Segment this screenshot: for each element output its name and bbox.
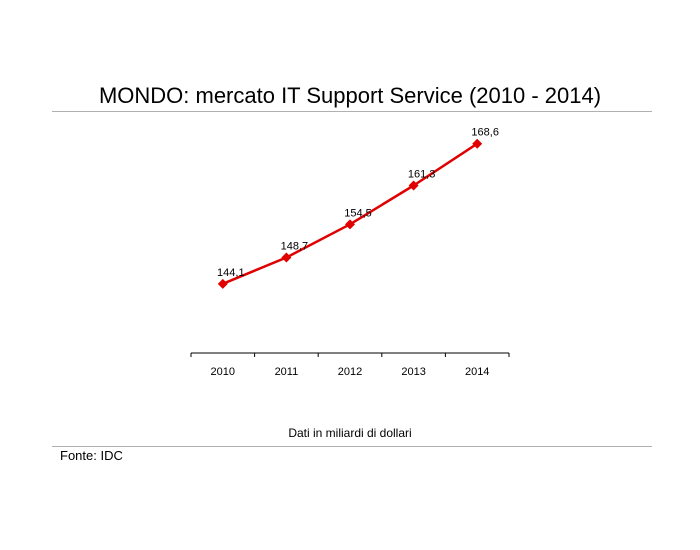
data-label-2014: 168,6 — [471, 127, 499, 139]
data-point-2012 — [345, 219, 355, 230]
x-axis — [190, 352, 510, 357]
x-tick-label-2014: 2014 — [465, 366, 489, 378]
chart-title: MONDO: mercato IT Support Service (2010 … — [98, 83, 602, 108]
x-tick-label-2013: 2013 — [401, 366, 425, 378]
source-note: Fonte: IDC — [60, 448, 123, 463]
units-note: Dati in miliardi di dollari — [288, 426, 412, 440]
title-divider — [52, 111, 652, 112]
data-label-2013: 161,3 — [408, 168, 436, 180]
data-point-2011 — [281, 252, 292, 263]
x-tick-label-2011: 2011 — [275, 366, 299, 378]
footer-divider — [52, 446, 652, 447]
x-tick-label-2012: 2012 — [338, 366, 362, 378]
data-label-group: 144,1 148,7 154,5 161,3 168,6 — [217, 127, 499, 279]
data-label-2011: 148,7 — [281, 241, 309, 253]
tick-label-group: 2010 2011 2012 2013 2014 — [211, 366, 490, 378]
data-point-2014 — [472, 138, 483, 149]
data-point-2013 — [408, 180, 419, 191]
x-tick-label-2010: 2010 — [211, 366, 235, 378]
data-point-2010 — [217, 278, 228, 289]
data-label-2012: 154,5 — [344, 207, 372, 219]
marker-group — [217, 138, 483, 289]
data-label-2010: 144,1 — [217, 267, 245, 279]
